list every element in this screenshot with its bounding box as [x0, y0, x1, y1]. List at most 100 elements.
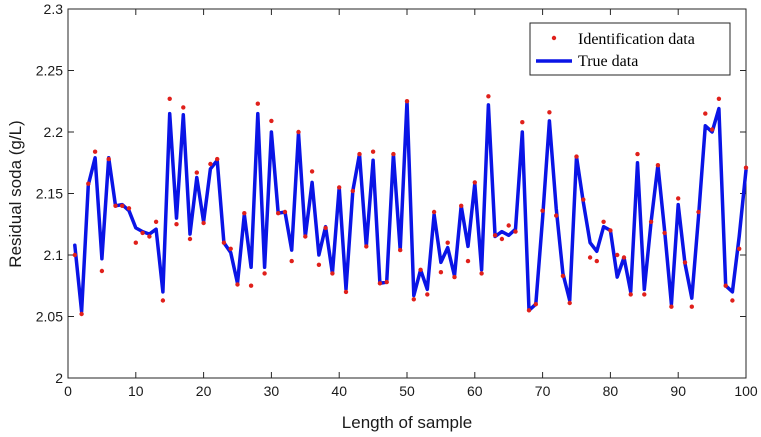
legend: Identification data True data [529, 22, 731, 76]
identification-point [479, 271, 484, 276]
identification-point [187, 236, 193, 242]
identification-point [411, 297, 416, 302]
identification-point [587, 255, 593, 260]
y-axis-title: Residual soda (g/L) [6, 120, 25, 267]
identification-point [282, 209, 288, 215]
identification-point [445, 240, 450, 245]
identification-point [242, 211, 247, 216]
identification-point [642, 292, 647, 297]
x-axis: 0 10 20 30 40 50 60 70 80 90 100 [64, 9, 758, 399]
identification-point [716, 96, 722, 102]
y-tick-label: 2.15 [36, 186, 63, 202]
identification-point [296, 129, 301, 135]
identification-point [723, 283, 728, 288]
identification-point [601, 219, 606, 224]
identification-point [72, 252, 78, 258]
identification-point [350, 188, 355, 194]
identification-point [526, 308, 532, 313]
identification-point [459, 203, 464, 208]
identification-point [99, 268, 105, 274]
identification-point [92, 149, 98, 154]
identification-point [425, 292, 430, 297]
identification-point [492, 233, 498, 238]
identification-point [499, 236, 505, 242]
identification-point [323, 225, 328, 231]
identification-point [106, 156, 111, 162]
identification-point [418, 267, 423, 272]
identification-point [391, 151, 396, 157]
identification-point [167, 96, 172, 102]
identification-point [201, 220, 206, 226]
identification-point [655, 163, 661, 168]
identification-point [594, 258, 599, 264]
identification-point [547, 110, 552, 115]
identification-point [194, 170, 199, 175]
identification-point [221, 240, 227, 245]
identification-point [398, 247, 403, 253]
identification-point [303, 234, 308, 239]
identification-point [160, 298, 166, 303]
identification-point [574, 154, 579, 159]
x-tick-label: 60 [467, 383, 483, 399]
identification-point [648, 219, 654, 224]
identification-point [262, 271, 267, 276]
identification-point [669, 304, 674, 309]
identification-point [86, 181, 91, 186]
identification-point [228, 246, 233, 251]
identification-point [147, 234, 152, 239]
x-tick-label: 90 [670, 383, 686, 399]
identification-point [452, 274, 457, 280]
identification-point [113, 203, 118, 208]
identification-point [615, 252, 620, 258]
identification-point [235, 282, 240, 287]
y-axis: 2 2.05 2.1 2.15 2.2 2.25 2.3 [36, 1, 746, 386]
identification-point [608, 228, 613, 233]
identification-point [364, 244, 369, 249]
x-tick-label: 100 [734, 383, 758, 399]
identification-point [662, 230, 667, 236]
identification-point [181, 105, 186, 110]
identification-point [696, 209, 701, 215]
x-tick-label: 10 [128, 383, 144, 399]
identification-point [465, 258, 471, 264]
identification-point [357, 151, 362, 157]
x-tick-label: 30 [264, 383, 280, 399]
x-tick-label: 70 [535, 383, 551, 399]
identification-point [330, 271, 335, 276]
identification-point [730, 298, 735, 303]
identification-point [140, 230, 145, 236]
x-axis-title: Length of sample [342, 413, 472, 432]
identification-point [309, 169, 315, 174]
identification-point [377, 281, 383, 286]
identification-point [581, 197, 586, 202]
identification-point [554, 213, 559, 218]
identification-point [404, 99, 410, 104]
identification-point [737, 246, 742, 251]
x-tick-label: 0 [64, 383, 72, 399]
identification-point [567, 300, 572, 306]
identification-point [689, 304, 694, 309]
y-tick-label: 2.1 [44, 247, 64, 263]
series-layer [72, 94, 749, 317]
identification-point [520, 120, 525, 125]
identification-point [560, 273, 566, 279]
identification-point [215, 156, 220, 162]
identification-point [676, 196, 681, 201]
x-tick-label: 80 [603, 383, 619, 399]
identification-point [533, 302, 538, 307]
identification-point [472, 180, 477, 185]
identification-point [621, 255, 627, 260]
identification-point [513, 229, 518, 234]
legend-label-identification: Identification data [578, 31, 695, 48]
legend-marker-identification [551, 35, 557, 41]
identification-point [743, 165, 749, 170]
identification-point [628, 292, 633, 297]
identification-point [506, 223, 511, 228]
identification-point [208, 161, 213, 167]
identification-point [635, 151, 640, 157]
identification-point [174, 222, 179, 227]
identification-point [153, 219, 159, 224]
identification-point [703, 111, 708, 116]
x-tick-label: 20 [196, 383, 212, 399]
